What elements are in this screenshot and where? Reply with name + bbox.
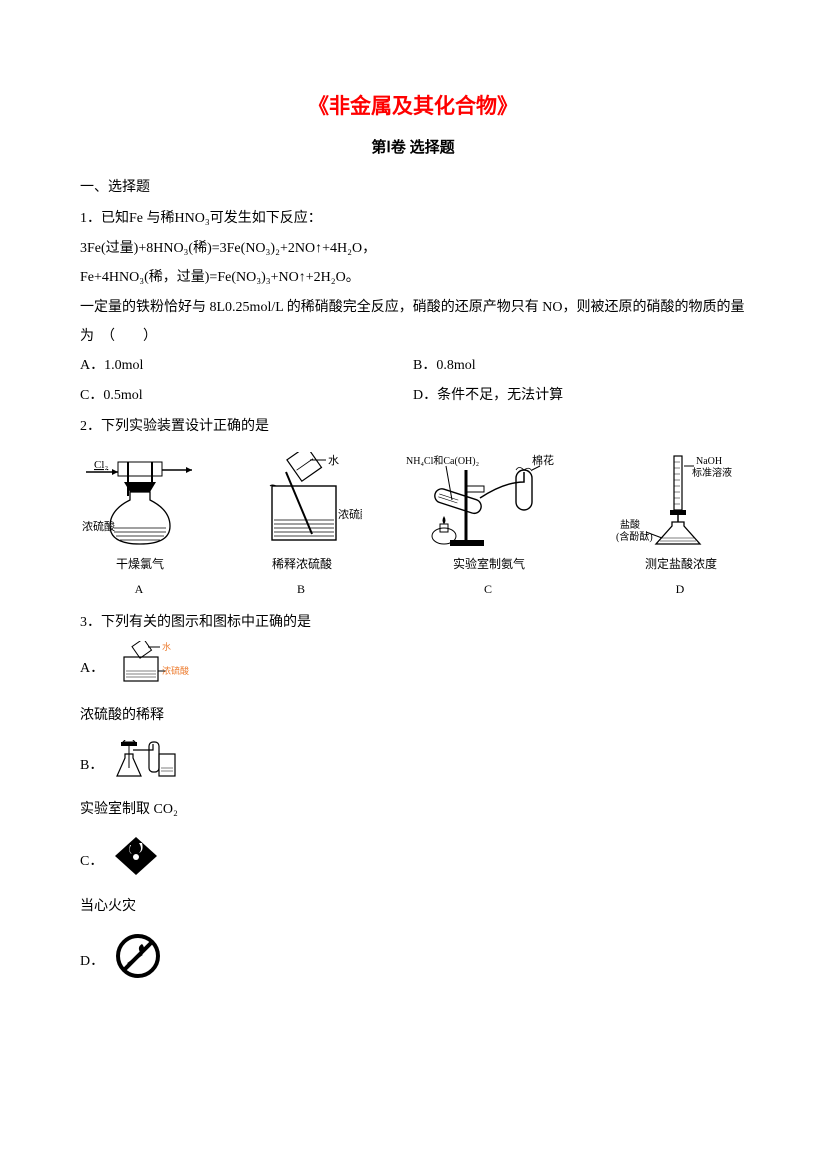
q2-fig-a-cap: 干燥氯气 [116, 552, 164, 577]
h2so4-small-label: 浓硫酸 [162, 665, 189, 676]
question-3: 3．下列有关的图示和图标中正确的是 A． 水 浓硫酸 浓硫酸的稀释 [80, 608, 746, 995]
q2-figures: Cl₂ 浓硫酸 [80, 452, 746, 602]
drying-chlorine-diagram: Cl₂ 浓硫酸 [80, 452, 200, 548]
page-subtitle: 第Ⅰ卷 选择题 [80, 136, 746, 157]
water-small-label: 水 [162, 641, 171, 652]
q2-fig-a-letter: A [135, 577, 146, 602]
q2-fig-d: NaOH 标准溶液 [616, 452, 746, 602]
q2-fig-c: NH₄Cl和Ca(OH)₂ 棉花 [404, 452, 574, 602]
dilute-h2so4-diagram: 水 浓硫酸 [242, 452, 362, 548]
conc-h2so4-label: 浓硫酸 [82, 519, 115, 533]
co2-prep-diagram [113, 740, 183, 780]
q2-fig-b: 水 浓硫酸 稀释浓硫酸 B [242, 452, 362, 602]
naoh-label: NaOH [696, 456, 722, 467]
q3-stem: 3．下列有关的图示和图标中正确的是 [80, 608, 746, 637]
q3-a-letter: A． [80, 661, 104, 676]
q1-opt-c: C．0.5mol [80, 381, 413, 410]
dilute-h2so4-small-diagram: 水 浓硫酸 [114, 641, 192, 685]
q1-stem-1: 1．已知Fe 与稀HNO₃可发生如下反应： [80, 204, 746, 233]
q1-opt-b: B．0.8mol [413, 351, 746, 380]
q3-opt-c: C． [80, 831, 746, 892]
cotton-label: 棉花 [532, 453, 554, 467]
q2-fig-b-cap: 稀释浓硫酸 [272, 552, 332, 577]
q3-c-cap: 当心火灾 [80, 892, 746, 921]
q2-fig-b-letter: B [297, 577, 307, 602]
q1-eq-2: Fe+4HNO₃(稀，过量)=Fe(NO₃)₃+NO↑+2H₂O。 [80, 263, 746, 292]
conc-h2so4-label-b: 浓硫酸 [338, 507, 362, 521]
hcl-label: 盐酸 [620, 518, 640, 531]
q2-fig-c-letter: C [484, 577, 494, 602]
std-soln-label: 标准溶液 [692, 466, 732, 479]
water-label: 水 [328, 454, 339, 467]
q3-opt-d: D． [80, 928, 746, 995]
prep-nh3-diagram: NH₄Cl和Ca(OH)₂ 棉花 [404, 452, 574, 548]
q1-opt-a: A．1.0mol [80, 351, 413, 380]
q2-stem: 2．下列实验装置设计正确的是 [80, 412, 746, 441]
titration-diagram: NaOH 标准溶液 [616, 452, 746, 548]
q1-opt-d: D．条件不足，无法计算 [413, 381, 746, 410]
nh4cl-caoh2-label: NH₄Cl和Ca(OH)₂ [406, 455, 479, 467]
question-2: 2．下列实验装置设计正确的是 Cl₂ [80, 412, 746, 602]
q3-c-letter: C． [80, 854, 103, 869]
no-open-flame-icon [114, 932, 162, 980]
page-title: 《非金属及其化合物》 [80, 90, 746, 120]
q2-fig-a: Cl₂ 浓硫酸 [80, 452, 200, 602]
q3-d-letter: D． [80, 954, 104, 969]
q3-opt-b: B． [80, 736, 746, 795]
q2-fig-d-letter: D [676, 577, 687, 602]
q3-b-letter: B． [80, 758, 103, 773]
q1-stem-2: 一定量的铁粉恰好与 8L0.25mol/L 的稀硝酸完全反应，硝酸的还原产物只有… [80, 293, 746, 352]
fire-hazard-icon [113, 835, 159, 877]
q1-eq-1: 3Fe(过量)+8HNO₃(稀)=3Fe(NO₃)₂+2NO↑+4H₂O， [80, 234, 746, 263]
q3-b-cap: 实验室制取 CO₂ [80, 795, 746, 824]
section-heading: 一、选择题 [80, 173, 746, 202]
q2-fig-c-cap: 实验室制氨气 [453, 552, 525, 577]
q3-opt-a: A． 水 浓硫酸 [80, 637, 746, 700]
q3-a-cap: 浓硫酸的稀释 [80, 701, 746, 730]
cl2-label: Cl₂ [94, 459, 108, 471]
q1-options: A．1.0mol B．0.8mol C．0.5mol D．条件不足，无法计算 [80, 351, 746, 410]
question-1: 1．已知Fe 与稀HNO₃可发生如下反应： 3Fe(过量)+8HNO₃(稀)=3… [80, 204, 746, 410]
q2-fig-d-cap: 测定盐酸浓度 [645, 552, 717, 577]
